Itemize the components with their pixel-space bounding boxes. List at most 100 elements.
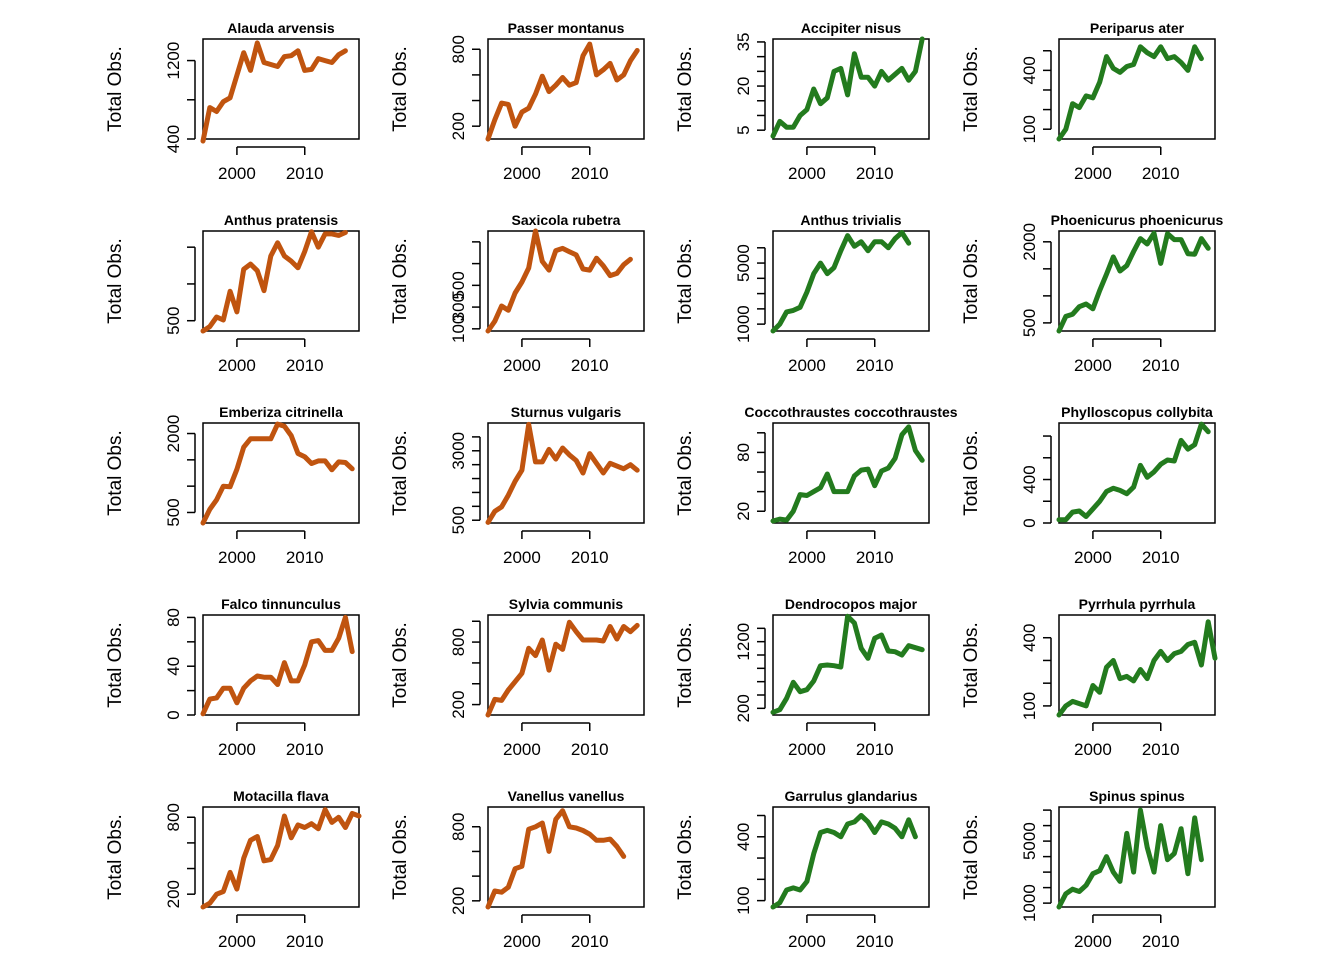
panel-title: Anthus trivialis	[800, 212, 901, 228]
y-axis-label: Total Obs.	[390, 238, 411, 324]
x-tick-label: 2010	[571, 164, 609, 183]
y-tick-label: 5000	[734, 244, 753, 282]
y-axis-label: Total Obs.	[675, 430, 696, 516]
x-tick-label: 2010	[571, 548, 609, 567]
x-tick-label: 2010	[856, 932, 894, 951]
y-axis-label: Total Obs.	[675, 622, 696, 708]
series-line	[1056, 44, 1204, 142]
plot-frame	[1058, 614, 1216, 716]
panel-14: Dendrocopos major 200 1200 2000 2010 Total Ob…	[675, 596, 930, 759]
series-line	[485, 619, 640, 718]
y-tick-label: 400	[1020, 624, 1039, 652]
panel-1: Passer montanus 200 800 2000 2010 Total Obs.	[390, 20, 645, 183]
y-tick-label: 200	[449, 887, 468, 915]
panel-title: Phylloscopus collybita	[1061, 404, 1213, 420]
y-tick-label: 80	[164, 608, 183, 627]
panel-4: Anthus pratensis 500 2000 2010 Total Obs.	[105, 212, 360, 375]
plot-frame	[772, 806, 930, 908]
panel-title: Spinus spinus	[1089, 788, 1185, 804]
y-tick-label: 35	[734, 32, 753, 51]
y-tick-label: 80	[734, 443, 753, 462]
y-axis-label: Total Obs.	[105, 622, 126, 708]
x-tick-label: 2000	[218, 548, 256, 567]
panel-title: Accipiter nisus	[801, 20, 902, 36]
plot-frame	[487, 614, 645, 716]
y-tick-label: 500	[1020, 309, 1039, 337]
panel-title: Periparus ater	[1090, 20, 1185, 36]
x-tick-label: 2000	[503, 548, 541, 567]
y-axis-label: Total Obs.	[390, 46, 411, 132]
plot-frame	[772, 422, 930, 524]
plot-frame	[487, 422, 645, 524]
y-tick-label: 500	[449, 271, 468, 299]
x-tick-label: 2000	[218, 356, 256, 375]
panel-title: Motacilla flava	[233, 788, 329, 804]
x-tick-label: 2000	[503, 164, 541, 183]
x-tick-label: 2010	[856, 356, 894, 375]
panel-11: Phylloscopus collybita 0 400 2000 2010 Total …	[961, 404, 1216, 567]
y-tick-label: 200	[734, 694, 753, 722]
panel-title: Saxicola rubetra	[512, 212, 621, 228]
panel-6: Anthus trivialis 1000 5000 2000 2010 Total Ob…	[675, 212, 930, 375]
x-tick-label: 2010	[571, 932, 609, 951]
y-axis-label: Total Obs.	[390, 814, 411, 900]
x-tick-label: 2000	[218, 932, 256, 951]
x-tick-label: 2010	[856, 548, 894, 567]
y-axis-label: Total Obs.	[675, 238, 696, 324]
x-tick-label: 2010	[856, 164, 894, 183]
y-tick-label: 400	[734, 823, 753, 851]
plot-frame	[1058, 806, 1216, 908]
panel-18: Garrulus glandarius 100 400 2000 2010 Total O…	[675, 788, 930, 951]
panel-13: Sylvia communis 200 800 2000 2010 Total Obs.	[390, 596, 645, 759]
x-tick-label: 2000	[503, 932, 541, 951]
plot-frame	[487, 230, 645, 332]
series-line	[770, 230, 912, 334]
y-tick-label: 1000	[734, 305, 753, 343]
series-line	[485, 421, 640, 525]
x-tick-label: 2010	[571, 740, 609, 759]
panel-title: Sturnus vulgaris	[511, 404, 622, 420]
y-tick-label: 1200	[734, 623, 753, 661]
x-tick-label: 2000	[218, 740, 256, 759]
y-tick-label: 200	[449, 112, 468, 140]
plot-frame	[772, 614, 930, 716]
series-line	[485, 808, 627, 910]
series-line	[770, 424, 925, 524]
y-tick-label: 3000	[449, 432, 468, 470]
panel-title: Alauda arvensis	[227, 20, 335, 36]
series-line	[1056, 807, 1204, 910]
y-axis-label: Total Obs.	[105, 46, 126, 132]
panel-title: Sylvia communis	[509, 596, 624, 612]
series-line	[485, 228, 633, 334]
y-axis-label: Total Obs.	[105, 430, 126, 516]
x-tick-label: 2010	[286, 740, 324, 759]
series-line	[200, 807, 362, 910]
y-tick-label: 5000	[1020, 822, 1039, 860]
x-tick-label: 2010	[286, 356, 324, 375]
y-axis-label: Total Obs.	[105, 238, 126, 324]
plot-frame	[487, 38, 645, 140]
plot-frame	[1058, 422, 1216, 524]
plot-frame	[487, 806, 645, 908]
y-tick-label: 100	[1020, 115, 1039, 143]
y-tick-label: 500	[164, 498, 183, 526]
panel-3: Periparus ater 100 400 2000 2010 Total Obs.	[961, 20, 1216, 183]
y-tick-label: 400	[164, 125, 183, 153]
plot-frame	[1058, 38, 1216, 140]
y-axis-label: Total Obs.	[961, 238, 982, 324]
y-axis-label: Total Obs.	[390, 430, 411, 516]
y-tick-label: 20	[734, 77, 753, 96]
y-tick-label: 40	[164, 657, 183, 676]
y-tick-label: 1200	[164, 42, 183, 80]
y-axis-label: Total Obs.	[961, 430, 982, 516]
y-tick-label: 400	[1020, 465, 1039, 493]
x-tick-label: 2000	[788, 932, 826, 951]
panel-2: Accipiter nisus 5 20 35 2000 2010 Total Obs.	[675, 20, 930, 183]
series-line	[200, 229, 348, 334]
x-tick-label: 2000	[788, 356, 826, 375]
series-line	[770, 613, 925, 715]
series-line	[1056, 230, 1211, 334]
series-line	[485, 41, 640, 142]
y-tick-label: 2000	[164, 415, 183, 453]
panel-title: Falco tinnunculus	[221, 596, 341, 612]
